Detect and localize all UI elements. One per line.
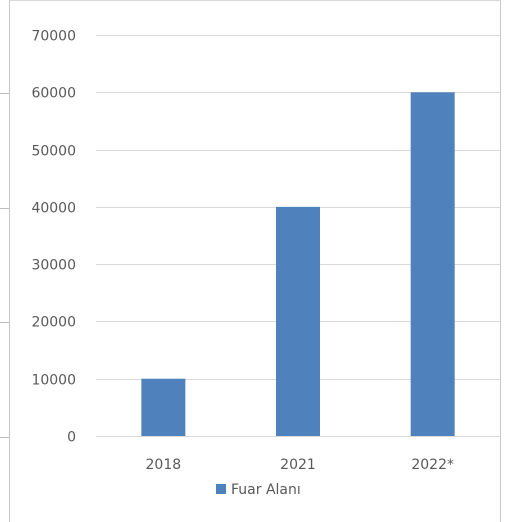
- bar-2021: [276, 206, 320, 436]
- y-tick-label: 60000: [31, 86, 76, 102]
- legend-label-fuar-alani: Fuar Alanı: [231, 482, 301, 498]
- y-tick-label: 30000: [31, 258, 76, 274]
- left-strip-tick: [0, 93, 9, 94]
- x-tick-label: 2018: [146, 457, 182, 473]
- left-strip-tick: [0, 437, 9, 438]
- x-axis-tick-labels: 2018 2021 2022*: [146, 457, 454, 473]
- left-strip-tick: [0, 322, 9, 323]
- x-tick-label: 2022*: [411, 457, 454, 473]
- top-edge-line: [9, 0, 501, 1]
- y-tick-label: 0: [67, 430, 76, 446]
- y-tick-label: 40000: [31, 201, 76, 217]
- left-strip-tick: [0, 208, 9, 209]
- y-tick-label: 70000: [31, 29, 76, 45]
- right-frame-border: [500, 0, 501, 522]
- bars: [141, 92, 455, 437]
- legend-swatch: [216, 484, 226, 494]
- x-tick-label: 2021: [280, 457, 316, 473]
- legend: Fuar Alanı: [216, 482, 301, 498]
- left-frame-border: [9, 0, 10, 522]
- y-tick-label: 10000: [31, 373, 76, 389]
- y-tick-label: 20000: [31, 315, 76, 331]
- y-axis-tick-labels: 0 10000 20000 30000 40000 50000 60000 70000: [31, 29, 76, 446]
- bar-2022: [410, 92, 455, 437]
- bar-2018: [141, 378, 186, 436]
- y-tick-label: 50000: [31, 144, 76, 160]
